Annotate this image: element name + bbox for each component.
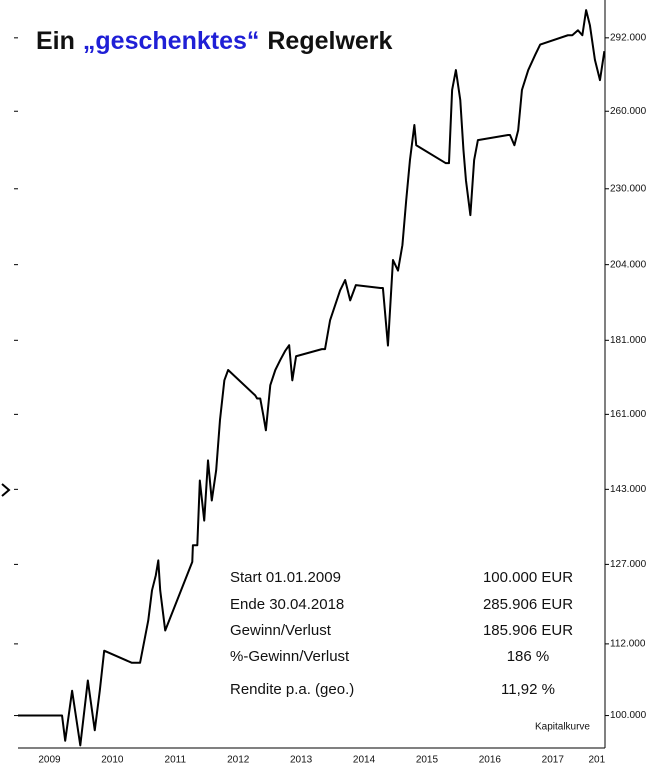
annotation-value: 186 % bbox=[507, 648, 550, 665]
annotation-label: Ende 30.04.2018 bbox=[230, 596, 344, 613]
x-tick-label: 201 bbox=[588, 755, 605, 766]
title-part: Regelwerk bbox=[267, 27, 392, 55]
x-tick-label: 2012 bbox=[227, 755, 250, 766]
y-tick-label: 230.000 bbox=[610, 183, 647, 194]
x-tick-label: 2014 bbox=[353, 755, 376, 766]
annotation-value: 285.906 EUR bbox=[483, 596, 573, 613]
y-tick-label: 260.000 bbox=[610, 106, 647, 117]
annotation-value: 11,92 % bbox=[501, 681, 555, 698]
annotation-label: Rendite p.a. (geo.) bbox=[230, 681, 354, 698]
title-part: Ein bbox=[36, 27, 75, 55]
equity-line bbox=[18, 9, 606, 747]
y-tick-label: 112.000 bbox=[610, 639, 646, 650]
chart-title: Ein „geschenktes“ Regelwerk bbox=[36, 27, 393, 55]
x-tick-label: 2016 bbox=[479, 755, 502, 766]
y-tick-label: 100.000 bbox=[610, 710, 647, 721]
y-tick-label: 127.000 bbox=[610, 559, 647, 570]
annotation-label: Start 01.01.2009 bbox=[230, 569, 341, 586]
x-tick-label: 2017 bbox=[542, 755, 565, 766]
annotation-value: 185.906 EUR bbox=[483, 622, 573, 639]
series-label: Kapitalkurve bbox=[535, 722, 590, 733]
title-highlight: „geschenktes“ bbox=[83, 27, 259, 55]
y-tick-label: 181.000 bbox=[610, 335, 647, 346]
arrow-marker bbox=[1, 483, 11, 497]
y-tick-label: 161.000 bbox=[610, 409, 647, 420]
x-tick-label: 2011 bbox=[165, 755, 187, 766]
y-tick-label: 204.000 bbox=[610, 259, 647, 270]
x-tick-label: 2010 bbox=[101, 755, 124, 766]
annotation-value: 100.000 EUR bbox=[483, 569, 573, 586]
y-tick-label: 292.000 bbox=[610, 32, 647, 43]
x-tick-label: 2015 bbox=[416, 755, 439, 766]
y-tick-label: 143.000 bbox=[610, 484, 647, 495]
annotation-label: %-Gewinn/Verlust bbox=[230, 648, 350, 665]
x-tick-label: 2009 bbox=[38, 755, 61, 766]
annotation-label: Gewinn/Verlust bbox=[230, 622, 332, 639]
x-tick-label: 2013 bbox=[290, 755, 313, 766]
